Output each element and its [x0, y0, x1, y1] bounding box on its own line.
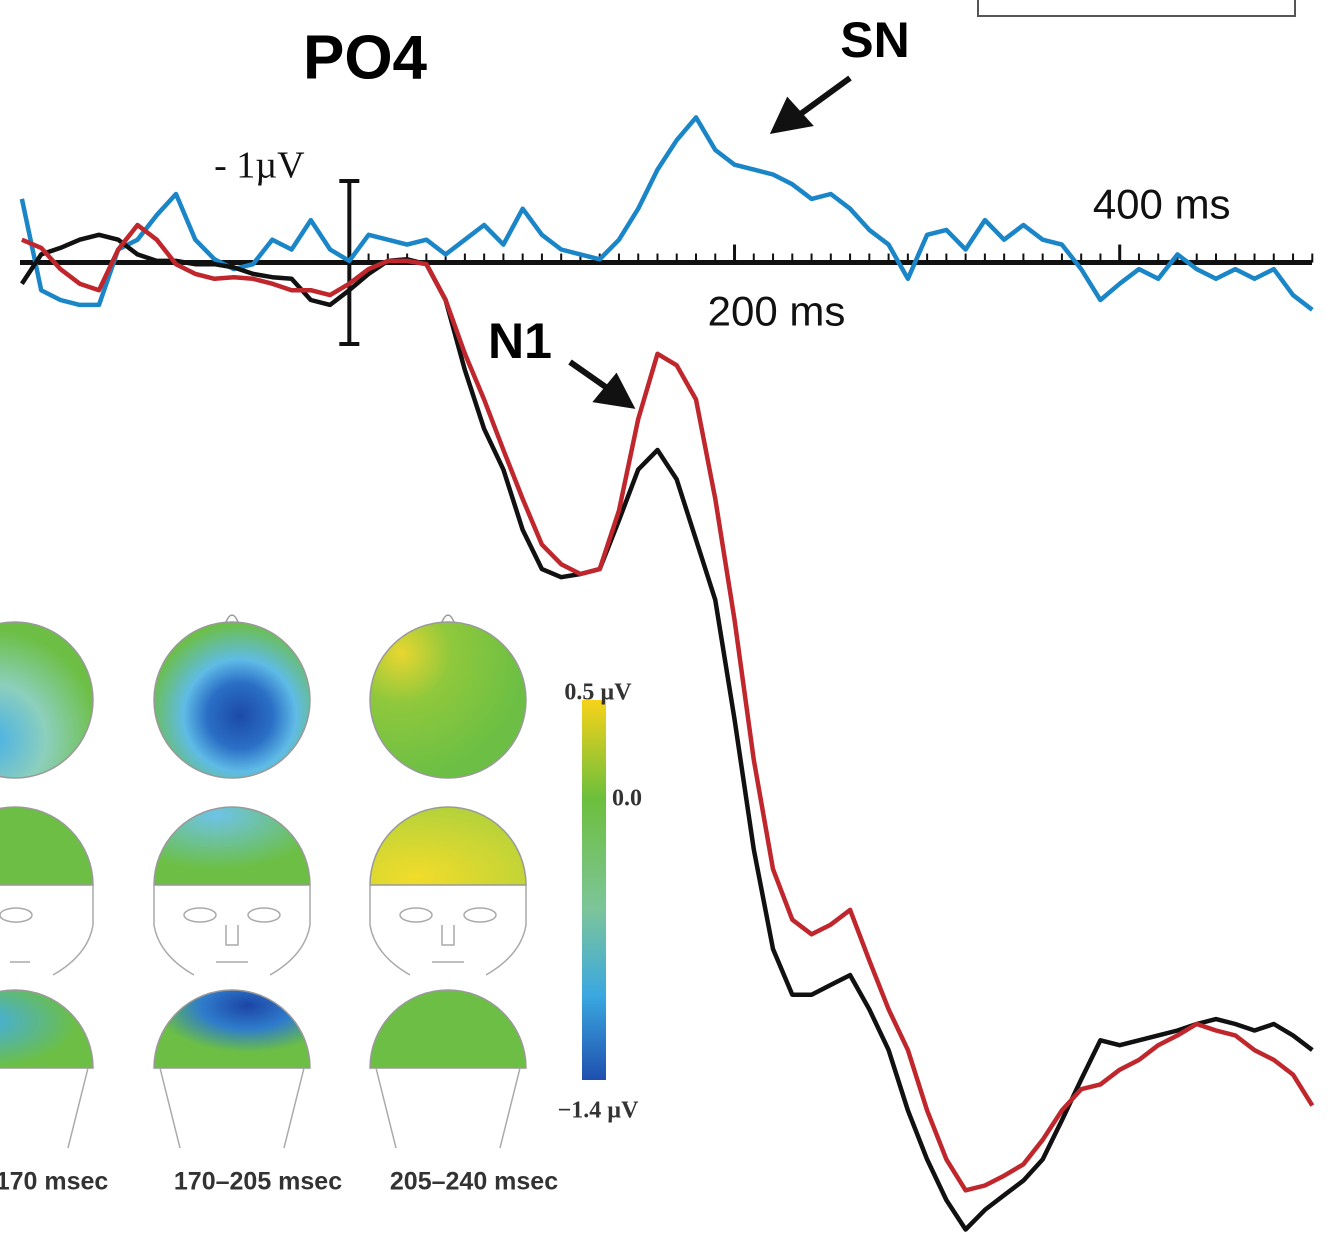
time-window-label: 205–240 msec — [390, 1168, 558, 1196]
colorbar-tick-label: 0.5 µV — [564, 680, 632, 706]
x-tick-label: 400 ms — [1093, 181, 1231, 228]
series-line — [20, 232, 1314, 1232]
legend-box — [977, 0, 1296, 17]
series-line — [21, 222, 1315, 1193]
annotation: N1 — [488, 313, 552, 369]
scale-bar-label: - 1µV — [214, 145, 305, 187]
time-window-label: 170 msec — [0, 1168, 108, 1196]
colorbar — [582, 700, 606, 1080]
x-tick-label: 200 ms — [708, 288, 846, 335]
chart-title: PO4 — [303, 23, 428, 92]
time-window-label: 170–205 msec — [174, 1168, 342, 1196]
annotation: SN — [840, 12, 909, 68]
arrows — [568, 75, 852, 409]
colorbar-tick-label: −1.4 µV — [558, 1098, 640, 1124]
colorbar-tick-label: 0.0 — [612, 786, 642, 812]
topomap-panel — [0, 614, 527, 1149]
